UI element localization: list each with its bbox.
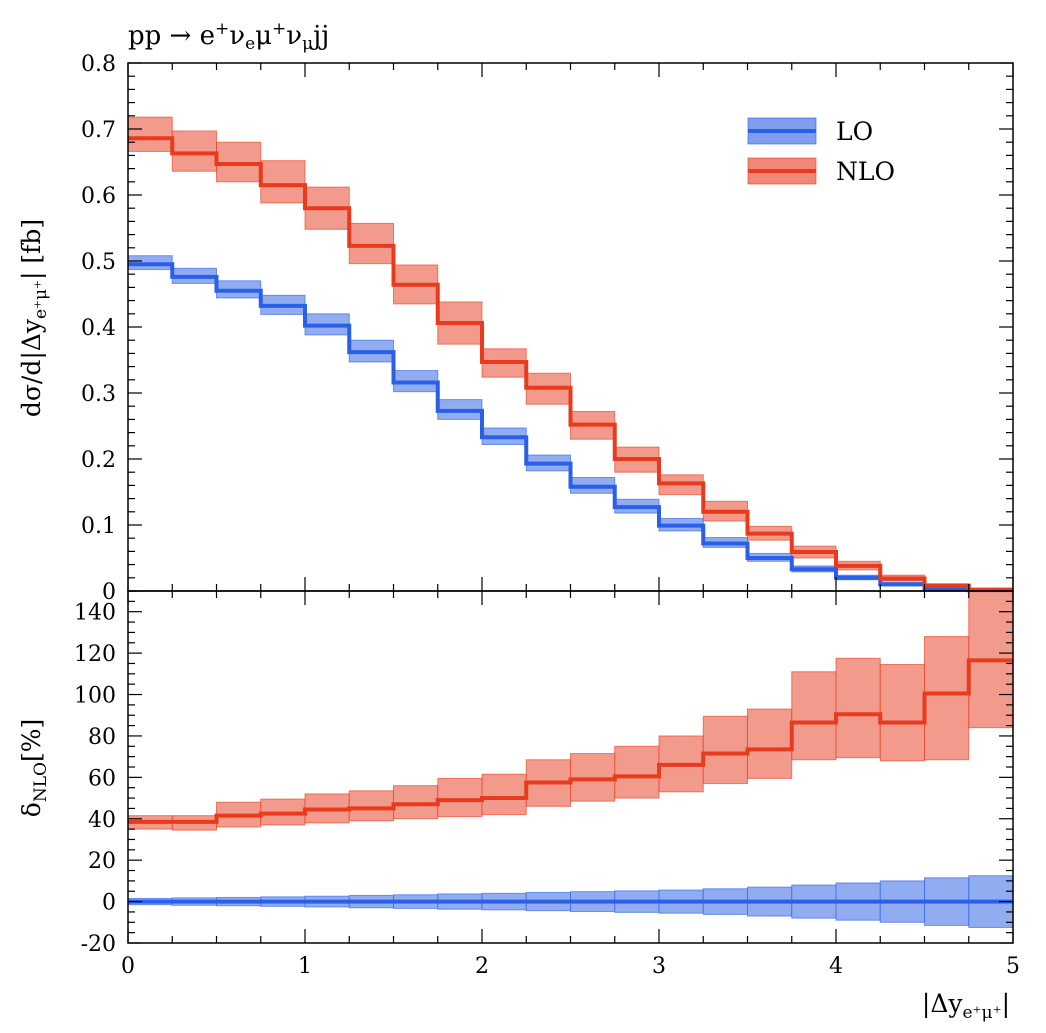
ratio-xtick-label: 3 xyxy=(652,954,666,979)
chart-title: pp → e+νeμ+νμjj xyxy=(128,19,329,54)
tick-labels: 00.10.20.30.40.50.60.70.8-20020406080100… xyxy=(74,52,1020,979)
ratio-nlo-line xyxy=(128,658,1013,824)
main-ytick-label: 0 xyxy=(102,580,116,605)
main-ytick-label: 0.6 xyxy=(81,184,116,209)
main-ytick-label: 0.4 xyxy=(81,316,116,341)
main-nlo-band-bin-0 xyxy=(127,116,173,152)
main-ytick-label: 0.5 xyxy=(81,250,116,275)
main-nlo-band-bin-1 xyxy=(171,130,217,172)
main-ylabel: dσ/d|Δye⁺μ⁺| [fb] xyxy=(17,219,51,417)
ratio-xtick-label: 5 xyxy=(1006,954,1020,979)
legend-label-nlo: NLO xyxy=(836,157,895,186)
ratio-nlo-band-bin-16 xyxy=(835,657,881,759)
legend-label-lo: LO xyxy=(836,117,873,146)
ratio-bands xyxy=(127,590,1014,928)
main-lo-line xyxy=(128,262,1013,593)
ratio-nlo-band-bin-5 xyxy=(348,790,394,822)
ratio-xlabel: |Δye⁺μ⁺| xyxy=(922,989,1010,1023)
ratio-ytick-label: 0 xyxy=(102,891,116,916)
ratio-nlo-band-bin-17 xyxy=(879,664,925,762)
ratio-ytick-label: 100 xyxy=(74,684,116,709)
main-nlo-band-bin-3 xyxy=(260,160,306,204)
main-ytick-label: 0.1 xyxy=(81,514,116,539)
ratio-xtick-label: 2 xyxy=(475,954,489,979)
ratio-nlo-band-bin-11 xyxy=(614,745,660,799)
ratio-ylabel: δNLO[%] xyxy=(17,719,51,817)
axes xyxy=(127,62,1014,944)
ratio-nlo-band-bin-13 xyxy=(702,715,748,785)
main-nlo-line xyxy=(128,136,1013,592)
main-lines xyxy=(128,136,1013,593)
ratio-ytick-label: 140 xyxy=(74,601,116,626)
main-ytick-label: 0.3 xyxy=(81,382,116,407)
main-ytick-label: 0.2 xyxy=(81,448,116,473)
main-ytick-label: 0.7 xyxy=(81,118,116,143)
ratio-xtick-label: 0 xyxy=(121,954,135,979)
ratio-ytick-label: -20 xyxy=(81,932,116,957)
ratio-nlo-band-bin-14 xyxy=(747,708,793,779)
ratio-ytick-label: 80 xyxy=(88,725,116,750)
ratio-ytick-label: 40 xyxy=(88,808,116,833)
ratio-nlo-band-bin-10 xyxy=(570,753,616,802)
main-nlo-band-bin-5 xyxy=(348,222,394,265)
ratio-xtick-label: 1 xyxy=(298,954,312,979)
legend: LO NLO xyxy=(747,117,895,186)
ratio-nlo-band-bin-6 xyxy=(393,785,439,820)
ratio-ytick-label: 60 xyxy=(88,766,116,791)
ratio-nlo-band-bin-18 xyxy=(924,636,970,761)
ratio-nlo-band-bin-8 xyxy=(481,773,527,816)
ratio-lines xyxy=(128,658,1013,904)
main-ytick-label: 0.8 xyxy=(81,52,116,77)
ratio-xtick-label: 4 xyxy=(829,954,843,979)
ratio-ytick-label: 20 xyxy=(88,849,116,874)
ratio-nlo-band-bin-15 xyxy=(791,671,837,761)
ratio-ytick-label: 120 xyxy=(74,642,116,667)
ratio-nlo-band-bin-7 xyxy=(437,777,483,818)
main-bands xyxy=(127,116,1014,591)
